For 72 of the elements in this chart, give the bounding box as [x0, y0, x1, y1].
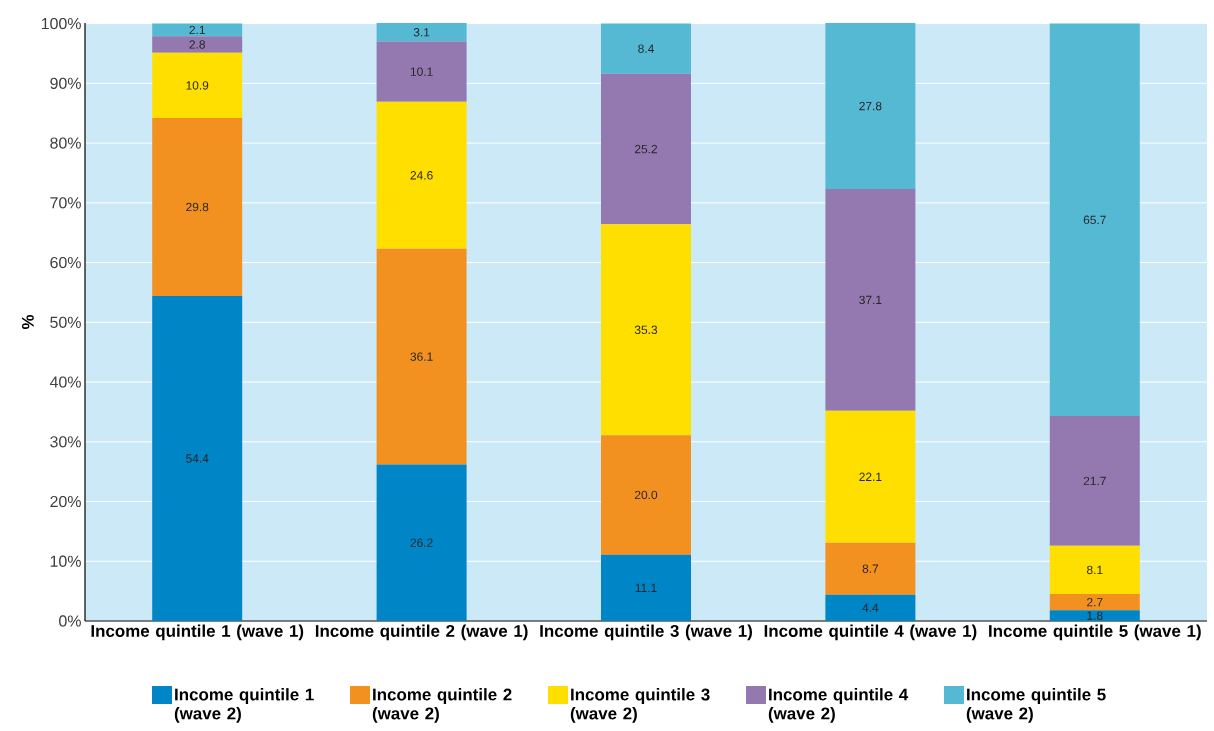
data-label: 54.4	[186, 454, 209, 463]
y-tick-label: 90%	[50, 77, 81, 89]
legend-label: Income quintile 5 (wave 2)	[966, 688, 1106, 723]
x-tick-label: Income quintile 2 (wave 1)	[315, 624, 528, 641]
bar	[600, 224, 691, 436]
bar	[152, 117, 243, 297]
y-tick-label: 60%	[50, 256, 81, 269]
data-label: 8.4	[638, 44, 654, 53]
y-axis-title: %	[21, 314, 34, 330]
data-label: 2.7	[1087, 598, 1103, 607]
bar	[376, 248, 467, 465]
data-label: 65.7	[1083, 215, 1106, 225]
bar	[600, 554, 691, 621]
y-tick-label: 20%	[50, 495, 81, 508]
bar	[1049, 545, 1140, 595]
bar	[376, 101, 467, 249]
y-tick-label: 100%	[41, 17, 81, 30]
x-tick-label: Income quintile 3 (wave 1)	[540, 624, 752, 641]
y-tick-label: 0%	[59, 615, 81, 627]
data-label: 35.3	[634, 325, 658, 334]
bar	[1049, 594, 1140, 611]
data-label: 22.1	[859, 472, 882, 481]
bar	[825, 189, 916, 411]
data-label: 10.9	[186, 81, 209, 90]
data-label: 29.8	[186, 202, 209, 212]
bar	[376, 41, 467, 102]
data-label: 8.7	[862, 564, 879, 573]
legend-label: Income quintile 1 (wave 2)	[174, 688, 314, 723]
bar	[825, 22, 916, 190]
legend-label: Income quintile 2 (wave 2)	[372, 688, 512, 723]
y-tick-label: 80%	[50, 137, 81, 149]
data-label: 37.1	[859, 295, 882, 305]
x-tick-label: Income quintile 4 (wave 1)	[764, 624, 977, 641]
data-label: 1.8	[1087, 611, 1103, 620]
bar	[376, 22, 467, 42]
data-label: 25.2	[634, 144, 658, 154]
bar	[152, 52, 243, 118]
y-tick-label: 10%	[50, 555, 81, 567]
data-label: 21.7	[1083, 476, 1106, 486]
data-label: 26.2	[410, 538, 433, 547]
bar	[152, 23, 243, 37]
data-label: 10.1	[410, 67, 433, 76]
x-tick-label: Income quintile 1 (wave 1)	[91, 624, 304, 641]
bar	[1049, 416, 1140, 546]
bar	[152, 296, 243, 621]
bar	[825, 594, 916, 621]
data-label: 2.8	[189, 40, 205, 49]
bar	[376, 464, 467, 621]
legend-label: Income quintile 4 (wave 2)	[768, 688, 909, 723]
bar	[600, 73, 691, 225]
bar	[1049, 610, 1140, 621]
bar	[825, 410, 916, 543]
data-label: 11.1	[635, 583, 657, 592]
data-label: 4.4	[862, 603, 879, 612]
x-tick-label: Income quintile 5 (wave 1)	[989, 624, 1201, 641]
data-label: 3.1	[413, 28, 430, 37]
data-label: 20.0	[634, 490, 658, 500]
y-tick-label: 30%	[50, 436, 81, 448]
data-label: 36.1	[410, 352, 433, 361]
data-label: 8.1	[1086, 565, 1103, 575]
bar	[600, 435, 691, 555]
y-tick-label: 40%	[49, 376, 81, 388]
y-tick-label: 50%	[50, 316, 81, 328]
bar	[825, 542, 916, 595]
bar	[600, 23, 691, 74]
bar	[1049, 23, 1140, 417]
data-label: 2.1	[189, 25, 205, 35]
data-label: 27.8	[859, 101, 882, 111]
legend-label: Income quintile 3 (wave 2)	[570, 688, 710, 723]
y-tick-label: 70%	[50, 197, 81, 209]
data-label: 24.6	[410, 171, 433, 180]
bar	[152, 36, 243, 53]
